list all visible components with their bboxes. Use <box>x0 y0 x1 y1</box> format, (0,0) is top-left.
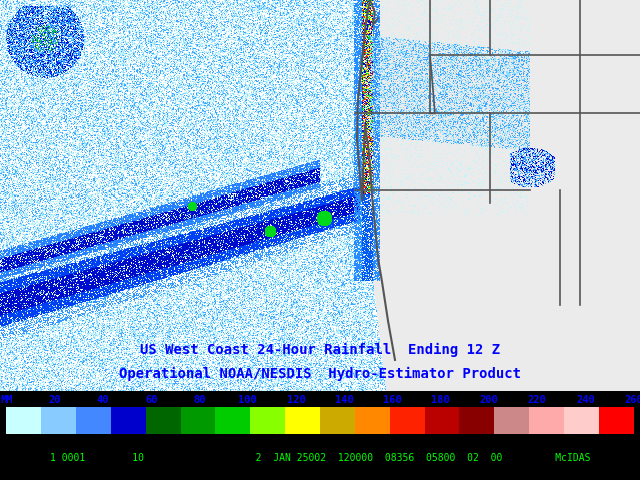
Text: 1 0001        10                   2  JAN 25002  120000  08356  05800  02  00   : 1 0001 10 2 JAN 25002 120000 08356 05800… <box>50 454 590 463</box>
Text: MM: MM <box>0 396 13 405</box>
Bar <box>285 407 320 434</box>
Bar <box>599 407 634 434</box>
Bar <box>355 407 390 434</box>
Bar <box>76 407 111 434</box>
Text: 180: 180 <box>431 396 450 405</box>
Bar <box>180 407 216 434</box>
Text: 60: 60 <box>145 396 157 405</box>
Bar <box>41 407 76 434</box>
Bar <box>111 407 146 434</box>
Text: 120: 120 <box>287 396 305 405</box>
Text: 100: 100 <box>238 396 257 405</box>
Text: 200: 200 <box>479 396 498 405</box>
Text: 80: 80 <box>193 396 205 405</box>
Text: 240: 240 <box>576 396 595 405</box>
Bar <box>529 407 564 434</box>
Bar <box>250 407 285 434</box>
Bar <box>6 407 41 434</box>
Text: 160: 160 <box>383 396 402 405</box>
Bar <box>494 407 529 434</box>
Bar <box>564 407 599 434</box>
Bar <box>146 407 180 434</box>
Text: 40: 40 <box>97 396 109 405</box>
Text: US West Coast 24-Hour Rainfall  Ending 12 Z: US West Coast 24-Hour Rainfall Ending 12… <box>140 343 500 357</box>
Text: 20: 20 <box>49 396 61 405</box>
Bar <box>320 407 355 434</box>
Bar <box>390 407 424 434</box>
Bar <box>216 407 250 434</box>
Bar <box>424 407 460 434</box>
Text: Operational NOAA/NESDIS  Hydro-Estimator Product: Operational NOAA/NESDIS Hydro-Estimator … <box>119 367 521 381</box>
Text: 260: 260 <box>624 396 640 405</box>
Text: 220: 220 <box>528 396 547 405</box>
Text: 140: 140 <box>335 396 353 405</box>
Bar <box>460 407 494 434</box>
